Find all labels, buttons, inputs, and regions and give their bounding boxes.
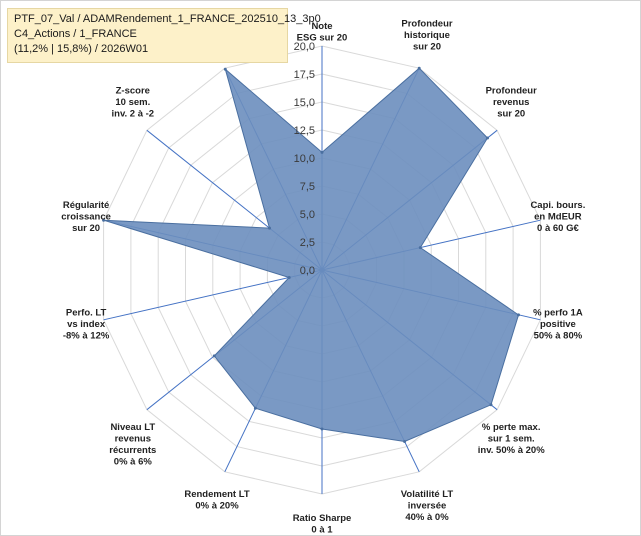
axis-label: vs index	[67, 319, 106, 330]
axis-label: 0 à 1	[311, 525, 333, 536]
tick-label: 20,0	[294, 41, 315, 53]
tick-label: 5,0	[300, 209, 315, 221]
axis-label: Volatilité LT	[401, 489, 454, 500]
axis-label: -8% à 12%	[63, 331, 110, 342]
series-point	[517, 313, 520, 317]
axis-label: inversée	[408, 501, 447, 512]
series-point	[268, 226, 271, 230]
series-point	[102, 218, 106, 222]
axis-label: Profondeur	[486, 86, 537, 97]
radar-series	[102, 66, 520, 443]
series-point	[253, 406, 257, 410]
axis-label: Profondeur	[401, 19, 452, 30]
tick-label: 7,5	[300, 181, 315, 193]
axis-label: % perte max.	[482, 422, 541, 433]
axis-label: 0% à 6%	[114, 456, 153, 467]
series-point	[320, 150, 324, 154]
tick-label: 17,5	[294, 69, 315, 81]
tick-label: 10,0	[294, 153, 315, 165]
axis-label: Z-score	[116, 86, 150, 97]
tick-label: 2,5	[300, 237, 315, 249]
axis-label: historique	[404, 30, 450, 41]
series-point	[417, 66, 421, 70]
tick-label: 15,0	[294, 97, 315, 109]
axis-label: revenus	[115, 433, 151, 444]
axis-label: Ratio Sharpe	[293, 513, 352, 524]
axis-label: sur 20	[497, 109, 525, 120]
axis-label: croissance	[61, 211, 111, 222]
axis-label: sur 1 sem.	[488, 433, 535, 444]
series-point	[489, 403, 493, 407]
axis-label: 10 sem.	[115, 97, 150, 108]
axis-label: 50% à 80%	[534, 331, 583, 342]
axis-label: en MdEUR	[534, 211, 582, 222]
axis-label: Capi. bours.	[530, 200, 585, 211]
axis-label: ESG sur 20	[297, 33, 348, 44]
axis-label: Régularité	[63, 200, 109, 211]
series-point	[403, 440, 407, 443]
tick-label: 12,5	[294, 125, 315, 137]
axis-label: revenus	[493, 97, 529, 108]
axis-label: Note	[311, 21, 332, 32]
axis-label: % perfo 1A	[533, 308, 583, 319]
axis-label: inv. 2 à -2	[112, 109, 155, 120]
axis-label: 0% à 20%	[195, 501, 239, 512]
portfolio-title: PTF_07_Val / ADAMRendement_1_FRANCE_2025…	[14, 13, 321, 25]
axis-label: sur 20	[72, 223, 100, 234]
tick-label: 0,0	[300, 265, 315, 277]
portfolio-info-box: PTF_07_Val / ADAMRendement_1_FRANCE_2025…	[7, 8, 321, 63]
axis-label: 40% à 0%	[405, 512, 449, 523]
axis-label: inv. 50% à 20%	[478, 445, 545, 456]
series-point	[418, 246, 422, 250]
axis-label: sur 20	[413, 42, 441, 53]
series-point	[223, 67, 227, 71]
series-point	[287, 276, 291, 279]
series-point	[486, 136, 489, 140]
axis-label: positive	[540, 319, 576, 330]
asset-class: C4_Actions / 1_FRANCE	[14, 28, 137, 40]
axis-label: récurrents	[109, 445, 156, 456]
radial-tick-labels: 0,0 2,5 5,0 7,5 10,0 12,5 15,0 17,5 20,0	[294, 41, 315, 277]
axis-spoke	[103, 269, 323, 321]
axis-label: 0 à 60 G€	[537, 223, 579, 234]
performance-summary: (11,2% | 15,8%) / 2026W01	[14, 43, 149, 55]
axis-label: Niveau LT	[110, 422, 155, 433]
axis-label: Perfo. LT	[66, 308, 107, 319]
series-point	[320, 427, 324, 431]
series-point	[212, 354, 216, 358]
axis-label: Rendement LT	[184, 489, 249, 500]
